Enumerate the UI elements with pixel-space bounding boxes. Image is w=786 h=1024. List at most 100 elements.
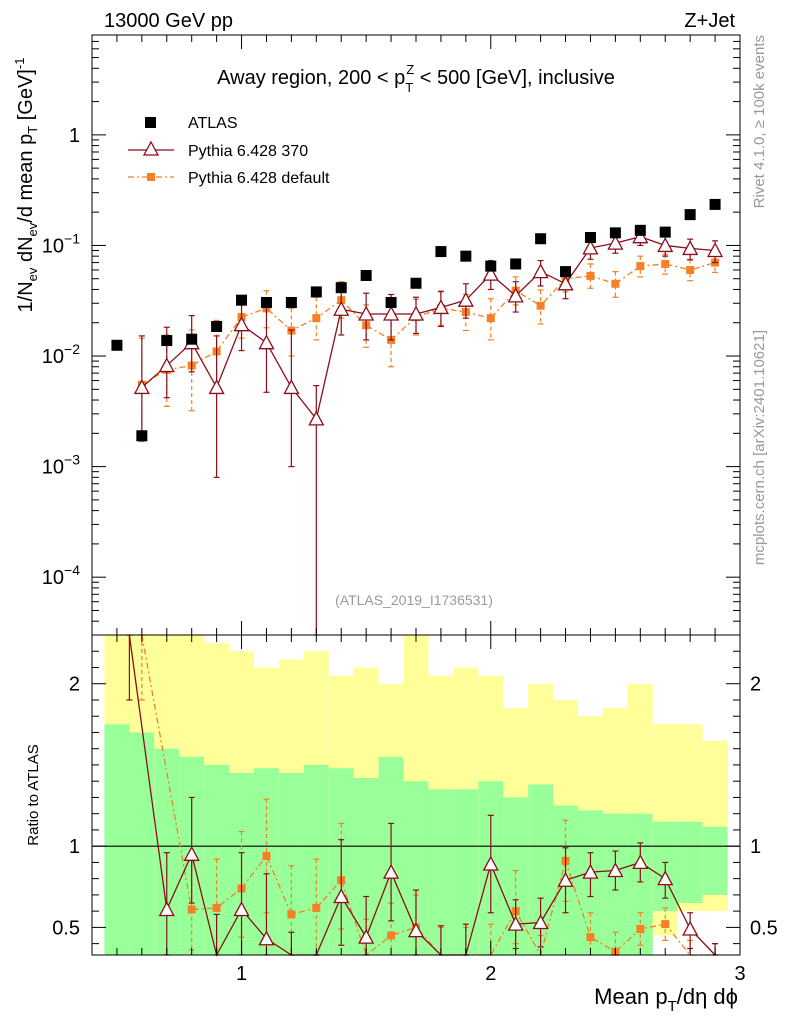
y-tick-label: 10−1 xyxy=(42,230,80,257)
ratio-pythia-default-point xyxy=(187,905,196,914)
analysis-label: (ATLAS_2019_I1736531) xyxy=(335,592,493,608)
title-sup: Z xyxy=(406,62,414,77)
main-panel-content xyxy=(111,198,724,636)
pythia370-point xyxy=(582,239,599,255)
pythia-default-point xyxy=(611,279,620,288)
ratio-pythia370-point xyxy=(557,871,574,887)
y-tick-label-base: 10 xyxy=(42,235,64,257)
ratio-y-axis-label: Ratio to ATLAS xyxy=(25,744,42,845)
pythia370-point xyxy=(133,379,150,395)
xlabel-b: /dη dϕ xyxy=(677,984,738,1009)
atlas-point xyxy=(535,233,547,245)
ratio-y-tick-label-left: 2 xyxy=(69,674,80,696)
y-axis-label: 1/Nev dNev/d mean pT [GeV]-1 xyxy=(12,58,40,313)
ratio-pythia370-point xyxy=(183,845,200,861)
ratio-pythia370-point xyxy=(258,930,275,946)
pythia370-point xyxy=(233,316,250,332)
atlas-point xyxy=(435,246,447,258)
y-tick-label-base: 10 xyxy=(42,346,64,368)
atlas-point xyxy=(360,269,372,281)
legend-marker-pythia-default xyxy=(147,173,155,181)
ratio-y-tick-label-right: 0.5 xyxy=(750,917,778,939)
legend: ATLAS Pythia 6.428 370 Pythia 6.428 defa… xyxy=(128,115,330,187)
ratio-pythia370-line xyxy=(128,634,716,957)
pythia-default-point xyxy=(636,262,645,271)
ylabel-a-sub: ev xyxy=(25,267,40,281)
pythia370-point xyxy=(407,305,425,321)
y-tick-label-exponent: −4 xyxy=(64,562,80,578)
ratio-pythia-default-point xyxy=(212,903,221,912)
ratio-pythia-default-point xyxy=(661,920,670,929)
legend-label-pythia-default: Pythia 6.428 default xyxy=(188,170,330,187)
ylabel-c: /d mean p xyxy=(15,134,37,223)
inner-band-bin xyxy=(129,732,155,955)
pythia370-point xyxy=(607,234,624,250)
ratio-pythia-default-point xyxy=(586,933,595,942)
y-tick-label-exponent: −2 xyxy=(64,341,80,357)
ylabel-a: 1/N xyxy=(15,281,37,312)
pythia370-point xyxy=(208,379,225,395)
ratio-pythia370-point xyxy=(382,863,400,879)
y-tick-label-base: 10 xyxy=(42,567,64,589)
x-tick-label: 3 xyxy=(734,963,745,985)
x-tick-label: 2 xyxy=(485,963,496,985)
atlas-point xyxy=(684,209,696,221)
y-tick-label: 1 xyxy=(69,125,80,147)
pythia-default-point xyxy=(312,314,321,323)
atlas-point xyxy=(460,250,472,262)
x-tick-label: 1 xyxy=(236,963,247,985)
rivet-label: Rivet 4.1.0, ≥ 100k events xyxy=(751,35,768,208)
legend-label-atlas: ATLAS xyxy=(188,115,238,132)
ratio-y-tick-label-right: 1 xyxy=(750,836,761,858)
inner-band-bin xyxy=(104,724,130,955)
axis-ticks: 110−110−210−310−41 2 30.5 0.51 12 2 xyxy=(42,34,778,985)
ratio-pythia370-point xyxy=(158,901,175,917)
ratio-pythia370-point xyxy=(607,862,624,878)
pythia-default-point xyxy=(586,271,595,280)
ratio-pythia-default-point xyxy=(262,851,271,860)
atlas-point xyxy=(385,296,397,308)
atlas-point xyxy=(584,231,596,243)
ratio-pythia-default-point xyxy=(287,910,296,919)
ratio-y-tick-label-right: 2 xyxy=(750,674,761,696)
ylabel-b: dN xyxy=(15,236,37,267)
y-tick-label-base: 1 xyxy=(69,125,80,147)
pythia370-point xyxy=(706,242,724,258)
inner-band-bin xyxy=(702,826,728,895)
pythia370-line xyxy=(141,236,716,421)
atlas-point xyxy=(111,339,123,351)
pythia370-point xyxy=(657,237,674,253)
legend-label-pythia370: Pythia 6.428 370 xyxy=(188,143,308,160)
inner-band-bin xyxy=(278,773,304,955)
atlas-point xyxy=(560,266,572,278)
atlas-point xyxy=(211,320,223,332)
pythia370-point xyxy=(358,305,375,321)
x-axis-label: Mean pT/dη dϕ xyxy=(594,984,738,1015)
pythia-default-point xyxy=(486,314,495,323)
ratio-pythia370-point xyxy=(482,855,499,871)
y-tick-label: 10−2 xyxy=(42,341,80,368)
pythia370-point xyxy=(457,291,474,307)
ratio-pythia370-point xyxy=(407,922,425,938)
legend-marker-pythia370 xyxy=(142,140,160,156)
pythia370-point xyxy=(333,300,350,316)
ratio-pythia370-point xyxy=(532,914,549,930)
ylabel-d: [GeV] xyxy=(15,69,37,126)
ratio-pythia370-point xyxy=(682,920,699,936)
ylabel-b-sub: ev xyxy=(25,222,40,236)
pythia370-point xyxy=(682,240,699,256)
y-tick-label-exponent: −1 xyxy=(64,230,80,246)
atlas-point xyxy=(136,430,148,442)
atlas-point xyxy=(236,294,248,306)
atlas-point xyxy=(609,227,621,239)
ratio-pythia-default-point xyxy=(636,925,645,934)
title-pre: Away region, 200 < p xyxy=(217,67,405,89)
pythia370-point xyxy=(432,299,450,315)
title-sub: T xyxy=(405,80,413,95)
plot-title: Away region, 200 < pTZ < 500 [GeV], incl… xyxy=(217,62,615,95)
pythia370-point xyxy=(532,263,549,279)
atlas-point xyxy=(186,333,198,345)
ratio-pythia370-point xyxy=(358,928,375,944)
pythia370-point xyxy=(557,275,574,291)
